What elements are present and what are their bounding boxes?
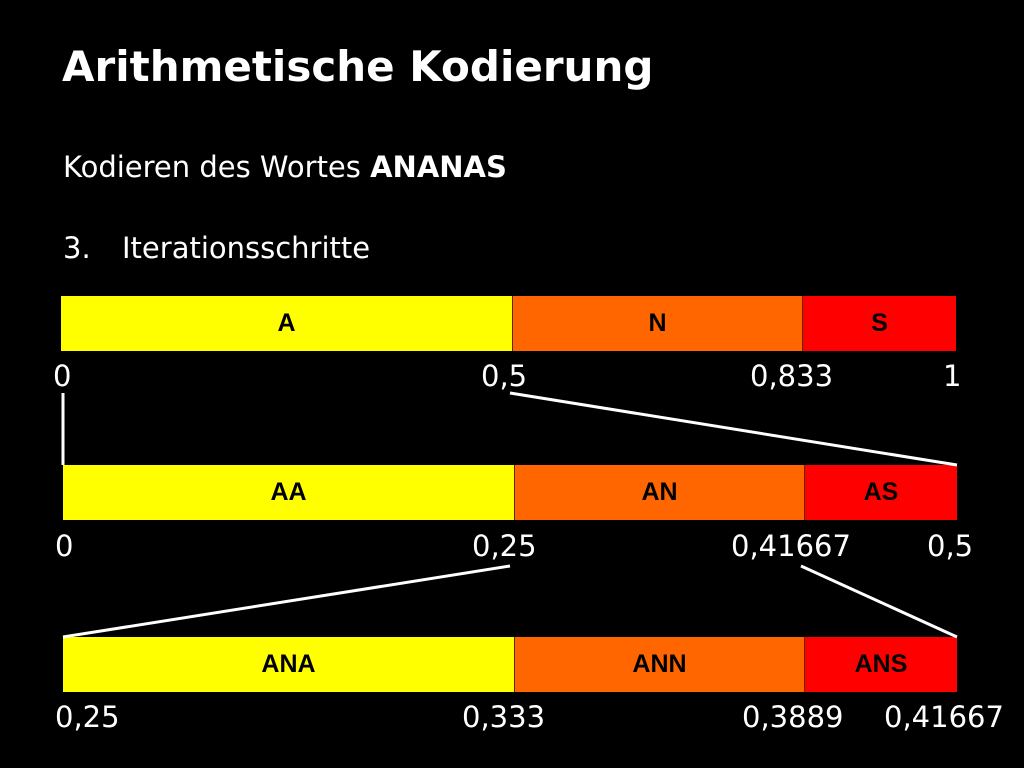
tick-label: 0,5 [481, 359, 528, 393]
subtitle-word: ANANAS [370, 150, 507, 184]
tick-label: 0,25 [55, 700, 120, 734]
tick-label: 0 [53, 359, 72, 393]
interval-bar-1: A N S [61, 296, 956, 351]
segment-ann: ANN [514, 637, 804, 692]
tick-label: 0,41667 [731, 529, 851, 563]
segment-ana: ANA [63, 637, 514, 692]
step-label: Iterationsschritte [122, 231, 371, 265]
segment-as: AS [804, 465, 957, 520]
tick-label: 0,3889 [742, 700, 844, 734]
interval-bar-2: AA AN AS [63, 465, 957, 520]
tick-label: 0,5 [927, 529, 974, 563]
tick-label: 0 [55, 529, 74, 563]
tick-label: 0,833 [750, 359, 834, 393]
segment-n: N [512, 296, 802, 351]
segment-s: S [802, 296, 956, 351]
interval-bar-3: ANA ANN ANS [63, 637, 957, 692]
tick-label: 0,25 [472, 529, 537, 563]
connector-line [800, 564, 958, 639]
tick-label: 0,41667 [884, 700, 1004, 734]
subtitle-prefix: Kodieren des Wortes [63, 150, 361, 184]
segment-a: A [61, 296, 512, 351]
segment-an: AN [514, 465, 804, 520]
slide-title: Arithmetische Kodierung [62, 42, 654, 91]
connector-line [62, 564, 511, 639]
segment-ans: ANS [804, 637, 957, 692]
step-number: 3. [63, 231, 91, 265]
subtitle: Kodieren des Wortes ANANAS [63, 150, 507, 184]
tick-label: 0,333 [462, 700, 546, 734]
tick-label: 1 [943, 359, 962, 393]
connector-line [509, 391, 958, 467]
segment-aa: AA [63, 465, 514, 520]
step-heading: 3. Iterationsschritte [63, 231, 370, 265]
